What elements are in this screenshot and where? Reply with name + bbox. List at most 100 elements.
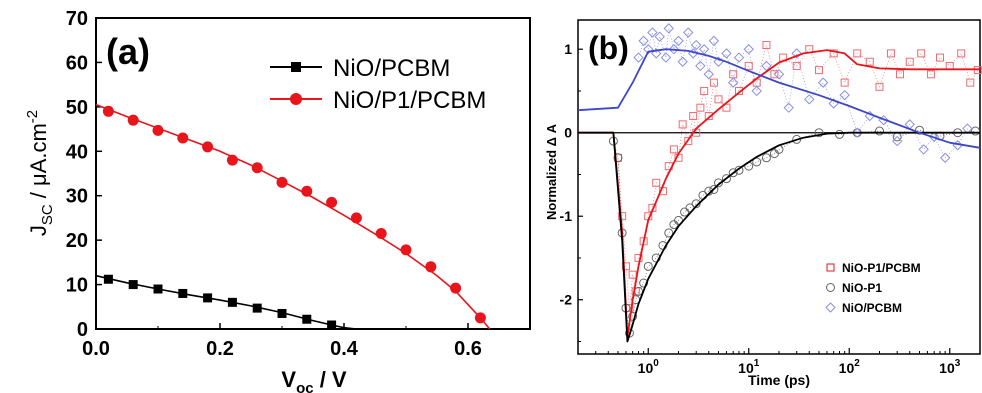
data-point-nio-p1: [970, 126, 980, 136]
panel-a-xlabel: Voc / V: [281, 367, 347, 393]
data-point-nio-pcbm: [252, 303, 262, 313]
panel-a-frame: [95, 17, 531, 330]
y-tick-label: 30: [66, 186, 88, 208]
ylabel-sub: SC: [39, 204, 56, 225]
data-point-nio-p1-pcbm: [202, 141, 214, 153]
data-point-nio-p1-pcbm: [875, 82, 884, 91]
x-tick-label: 0.0: [82, 338, 110, 360]
data-point-nio-p1-pcbm: [829, 49, 838, 58]
data-point-nio-p1-pcbm: [127, 114, 139, 126]
panel-a-legend: NiO/PCBM NiO/P1/PCBM: [270, 55, 486, 114]
data-point-nio-p1: [691, 199, 701, 209]
data-point-nio-p1-pcbm: [102, 105, 114, 117]
connector-nio-pcbm: [638, 28, 968, 159]
data-point-nio-p1: [875, 126, 884, 136]
panel-a-markers: [102, 105, 486, 330]
y-tick-label: 0: [77, 319, 88, 341]
data-point-nio-p1-pcbm: [689, 112, 698, 121]
data-point-nio-p1-pcbm: [326, 196, 338, 208]
xlabel-sub: oc: [296, 380, 314, 393]
panel-b-fits: [577, 48, 981, 343]
data-point-nio-p1-pcbm: [350, 212, 362, 224]
data-point-nio-pcbm: [673, 35, 684, 47]
panel-b: 1 0 -1 -2 100 101 102 103 (b) NiO-P1/PCBM NiO-P…: [544, 19, 982, 388]
y-tick-label: 10: [66, 275, 88, 297]
data-point-nio-p1: [713, 178, 723, 188]
data-point-nio-p1-pcbm: [957, 49, 966, 58]
data-point-nio-pcbm: [690, 39, 702, 51]
legend-label-nio-pcbm-b: NiO/PCBM: [842, 301, 902, 315]
data-point-nio-pcbm: [727, 77, 739, 88]
data-point-nio-p1-pcbm: [276, 176, 288, 188]
data-point-nio-pcbm: [227, 297, 237, 307]
data-point-nio-pcbm: [203, 293, 213, 303]
panel-a: 0 10 20 30 40 50 60 70 0.0 0.2 0.4 0.6 (a) NiO/PCBM…: [24, 8, 531, 393]
data-point-nio-p1-pcbm: [865, 57, 874, 66]
data-point-nio-p1-pcbm: [770, 70, 779, 79]
data-point-nio-pcbm: [654, 31, 665, 42]
data-point-nio-pcbm: [327, 320, 337, 330]
data-point-nio-pcbm: [698, 44, 710, 55]
data-point-nio-pcbm: [817, 77, 829, 88]
data-point-nio-p1: [613, 153, 623, 163]
y-tick-label: -2: [560, 292, 573, 308]
data-point-nio-pcbm: [783, 102, 794, 113]
panel-b-legend: NiO-P1/PCBM NiO-P1 NiO/PCBM: [825, 261, 921, 315]
data-point-nio-pcbm: [708, 35, 720, 47]
data-point-nio-pcbm: [891, 135, 903, 147]
data-point-nio-p1-pcbm: [618, 212, 627, 221]
data-point-nio-p1: [664, 228, 674, 238]
y-tick-label: 50: [66, 97, 88, 119]
x-tick-label: 0.6: [454, 338, 482, 360]
data-point-nio-p1-pcbm: [709, 78, 718, 87]
y-tick-label: 20: [66, 230, 88, 252]
data-point-nio-pcbm: [918, 144, 929, 155]
panel-a-ylabel: JSC / μA.cm-2: [24, 110, 56, 236]
xlabel-main: V: [281, 367, 296, 392]
data-point-nio-pcbm: [103, 274, 113, 284]
x-tick-label: 100: [638, 358, 660, 376]
data-point-nio-pcbm: [128, 280, 138, 290]
data-point-nio-p1-pcbm: [814, 66, 823, 75]
data-point-nio-pcbm: [683, 27, 694, 38]
data-point-nio-p1-pcbm: [896, 70, 905, 79]
data-point-nio-p1-pcbm: [936, 53, 945, 62]
data-point-nio-p1-pcbm: [152, 124, 164, 136]
data-point-nio-pcbm: [677, 56, 688, 67]
data-point-nio-p1-pcbm: [696, 103, 705, 112]
data-point-nio-pcbm: [721, 48, 732, 59]
data-point-nio-p1-pcbm: [652, 178, 661, 187]
data-point-nio-p1-pcbm: [945, 61, 954, 70]
data-point-nio-p1-pcbm: [301, 185, 313, 197]
data-point-nio-p1-pcbm: [450, 282, 462, 294]
data-point-nio-p1-pcbm: [762, 41, 771, 50]
panel-b-ylabel: Normalized Δ A: [544, 123, 559, 220]
data-point-nio-p1: [734, 165, 744, 175]
fit-line-nio-pcbm: [577, 48, 981, 149]
ylabel-sup: -2: [24, 110, 41, 123]
y-tick-label: 70: [66, 8, 88, 30]
legend-label-nio-pcbm: NiO/PCBM: [333, 55, 450, 82]
data-point-nio-p1: [643, 261, 653, 271]
data-point-nio-p1-pcbm: [177, 132, 189, 144]
data-point-nio-pcbm: [839, 89, 850, 101]
data-point-nio-pcbm: [928, 131, 940, 143]
data-point-nio-pcbm: [647, 27, 658, 38]
data-point-nio-p1-pcbm: [400, 244, 412, 256]
svg-text:JSC / μA.cm-2: JSC / μA.cm-2: [24, 110, 56, 236]
data-point-nio-p1: [835, 129, 845, 139]
data-point-nio-p1-pcbm: [226, 154, 238, 166]
legend-marker-nio-p1-pcbm: [290, 93, 302, 105]
data-point-nio-pcbm: [743, 44, 754, 55]
panel-b-xlabel: Time (ps): [748, 372, 810, 388]
panel-a-ticks: 0 10 20 30 40 50 60 70 0.0 0.2 0.4 0.6: [66, 8, 482, 360]
data-point-nio-pcbm: [643, 44, 654, 55]
data-point-nio-p1: [914, 125, 924, 135]
legend-marker-nio-p1-pcbm-b: [826, 263, 835, 272]
data-point-nio-pcbm: [939, 152, 951, 163]
data-point-nio-pcbm: [633, 52, 644, 63]
data-point-nio-p1-pcbm: [628, 270, 637, 279]
data-point-nio-pcbm: [773, 69, 785, 80]
panel-a-curves: [95, 103, 491, 330]
data-point-nio-p1-pcbm: [853, 49, 862, 58]
